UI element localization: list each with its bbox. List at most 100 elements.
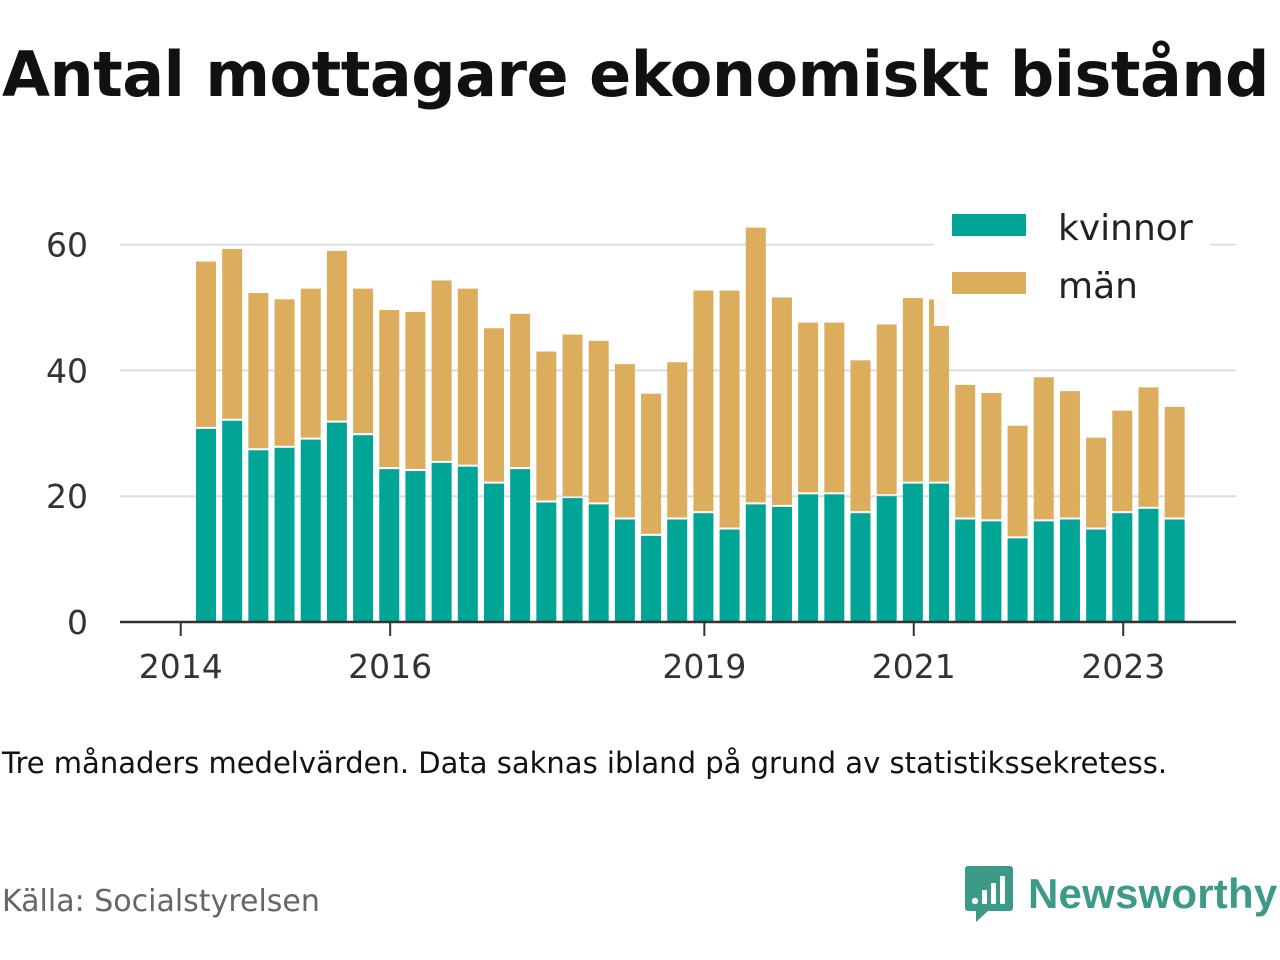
bar-man xyxy=(1138,387,1159,507)
y-tick-label: 0 xyxy=(67,603,88,642)
bar-kvinnor xyxy=(379,469,400,622)
bar-man xyxy=(1059,391,1080,518)
bar-man xyxy=(693,290,714,512)
x-tick-label: 2021 xyxy=(872,647,956,686)
bar-man xyxy=(955,384,976,518)
bar-kvinnor xyxy=(1138,508,1159,622)
bar-kvinnor xyxy=(771,506,792,622)
bar-kvinnor xyxy=(248,450,269,622)
bar-kvinnor xyxy=(274,447,295,622)
bar-kvinnor xyxy=(614,519,635,622)
bar-kvinnor xyxy=(510,469,531,622)
x-tick-label: 2014 xyxy=(139,647,223,686)
legend-swatch xyxy=(952,272,1026,294)
bar-kvinnor xyxy=(745,504,766,622)
bar-kvinnor xyxy=(536,502,557,622)
newsworthy-logo-icon xyxy=(965,866,1013,922)
bar-kvinnor xyxy=(353,435,374,622)
bar-kvinnor xyxy=(405,471,426,622)
x-tick-label: 2019 xyxy=(662,647,746,686)
bar-man xyxy=(1007,425,1028,537)
bar-kvinnor xyxy=(955,519,976,622)
bar-man xyxy=(667,362,688,518)
bar-kvinnor xyxy=(457,466,478,622)
bar-kvinnor xyxy=(981,521,1002,622)
bar-man xyxy=(1112,410,1133,512)
y-tick-label: 60 xyxy=(46,226,88,265)
bar-kvinnor xyxy=(1007,538,1028,622)
bar-kvinnor xyxy=(798,494,819,622)
legend-label: kvinnor xyxy=(1058,208,1193,249)
bar-man xyxy=(850,360,871,512)
bar-kvinnor xyxy=(850,513,871,622)
legend-swatch xyxy=(952,214,1026,236)
bar-man xyxy=(1164,406,1185,518)
source-label: Källa: Socialstyrelsen xyxy=(2,884,320,919)
bar-kvinnor xyxy=(1086,529,1107,622)
chart-note: Tre månaders medelvärden. Data saknas ib… xyxy=(2,746,1168,780)
bar-man xyxy=(929,299,950,482)
y-tick-label: 40 xyxy=(46,351,88,390)
bar-kvinnor xyxy=(719,529,740,622)
legend: kvinnor män xyxy=(934,200,1210,326)
x-tick-label: 2016 xyxy=(348,647,432,686)
bar-man xyxy=(405,311,426,470)
bar-man xyxy=(222,249,243,419)
bar-man xyxy=(588,340,609,503)
bar-man xyxy=(745,227,766,503)
bar-kvinnor xyxy=(824,494,845,622)
bar-man xyxy=(196,261,216,427)
bar-kvinnor xyxy=(431,462,452,622)
bar-kvinnor xyxy=(667,519,688,622)
bar-man xyxy=(483,328,504,482)
x-axis: 2014 2016 2019 2021 2023 xyxy=(120,620,1236,686)
bar-kvinnor xyxy=(1033,521,1054,622)
bar-man xyxy=(562,334,583,497)
bar-kvinnor xyxy=(326,422,347,622)
bar-man xyxy=(1086,437,1107,528)
bar-kvinnor xyxy=(483,483,504,622)
bar-kvinnor xyxy=(1112,513,1133,622)
bar-man xyxy=(719,290,740,528)
bars xyxy=(196,227,1185,622)
bar-kvinnor xyxy=(562,498,583,622)
bar-man xyxy=(379,310,400,468)
bar-man xyxy=(536,351,557,501)
bar-kvinnor xyxy=(902,483,923,622)
legend-label: män xyxy=(1058,266,1138,307)
bar-kvinnor xyxy=(222,420,243,622)
y-tick-label: 20 xyxy=(46,477,88,516)
bar-man xyxy=(248,293,269,449)
bar-man xyxy=(771,297,792,505)
bar-kvinnor xyxy=(1059,519,1080,622)
y-axis-ticks: 0 20 40 60 xyxy=(46,226,88,642)
bar-man xyxy=(981,393,1002,520)
bar-kvinnor xyxy=(876,496,897,622)
brand-logo[interactable]: Newsworthy xyxy=(964,862,1277,926)
bar-kvinnor xyxy=(196,428,216,622)
bar-man xyxy=(876,324,897,495)
bar-man xyxy=(326,250,347,421)
bar-man xyxy=(510,313,531,468)
bar-kvinnor xyxy=(929,483,950,622)
bar-man xyxy=(641,393,662,534)
bar-man xyxy=(353,288,374,434)
bar-kvinnor xyxy=(641,535,662,622)
bar-man xyxy=(457,288,478,465)
bar-man xyxy=(798,322,819,493)
x-tick-label: 2023 xyxy=(1081,647,1165,686)
chart-title: Antal mottagare ekonomiskt bistånd xyxy=(2,38,1269,111)
bar-man xyxy=(902,298,923,482)
bar-kvinnor xyxy=(300,439,321,622)
brand-name: Newsworthy xyxy=(1028,870,1278,917)
bar-man xyxy=(431,280,452,461)
bar-man xyxy=(824,322,845,493)
bar-kvinnor xyxy=(588,504,609,622)
bar-man xyxy=(274,299,295,446)
bar-man xyxy=(614,364,635,518)
bar-kvinnor xyxy=(693,513,714,622)
bar-kvinnor xyxy=(1164,519,1185,622)
bar-man xyxy=(300,288,321,438)
bar-man xyxy=(1033,377,1054,520)
